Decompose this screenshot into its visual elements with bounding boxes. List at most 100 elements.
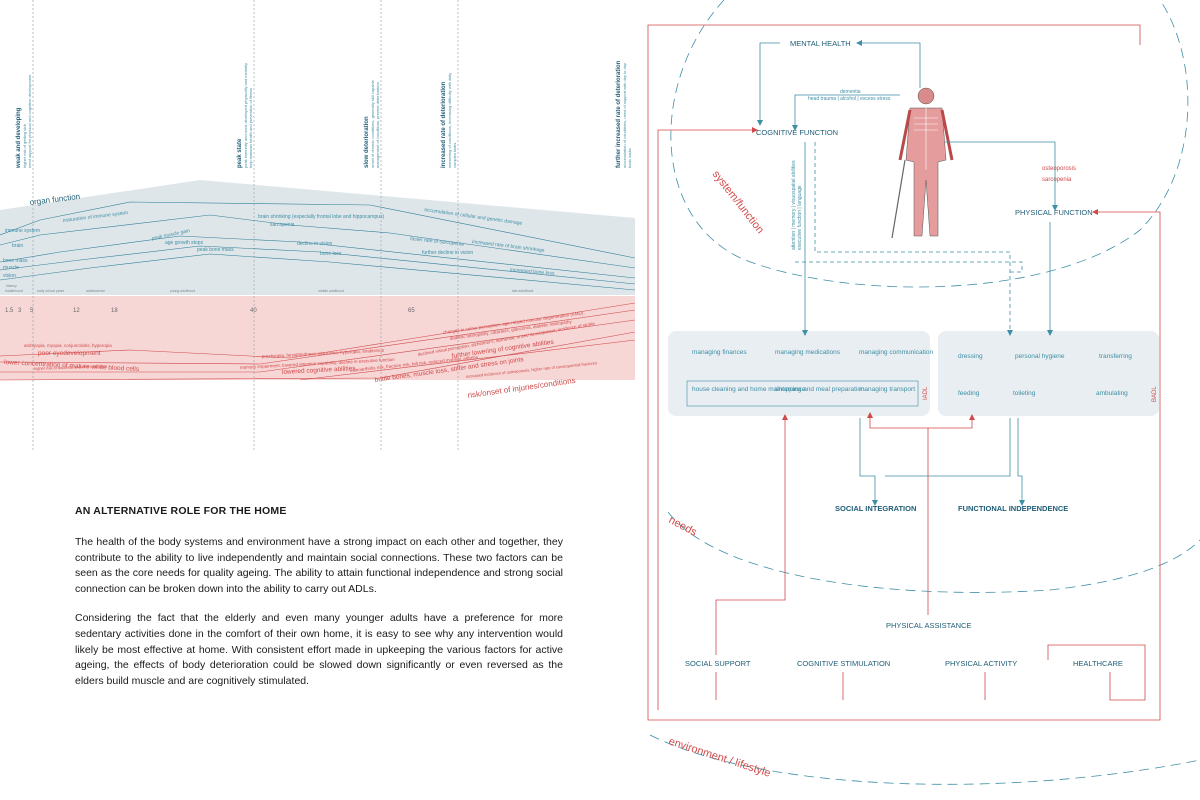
stage-further: further increased rate of deterioration … [616, 60, 632, 168]
svg-text:increased rate of deterioratio: increased rate of deterioration [441, 81, 447, 168]
svg-text:adolescence: adolescence [86, 289, 105, 293]
svg-text:middle adulthood: middle adulthood [318, 289, 344, 293]
svg-text:infancy: infancy [6, 284, 17, 288]
svg-text:faster rate of sarcopenia: faster rate of sarcopenia [410, 236, 464, 248]
svg-text:lowered cognitive abilities: lowered cognitive abilities [282, 365, 357, 376]
article-paragraph-2: Considering the fact that the elderly an… [75, 612, 563, 687]
stage-band-labels: infancy toddlerhood early school years a… [5, 284, 533, 293]
svg-text:increased bone loss: increased bone loss [510, 267, 555, 277]
svg-text:12: 12 [73, 308, 80, 314]
svg-text:vision: vision [3, 273, 16, 279]
svg-text:brain shrinking (especially fr: brain shrinking (especially frontal lobe… [258, 214, 385, 220]
svg-text:young adulthood: young adulthood [170, 289, 195, 293]
svg-text:5: 5 [30, 308, 34, 314]
svg-text:higher risk of getting sick: higher risk of getting sick [22, 124, 27, 168]
stage-increased: increased rate of deterioration worsenin… [441, 73, 457, 168]
osteoporosis-label: osteoporosis [1042, 166, 1076, 172]
social-integration-node: SOCIAL INTEGRATION [835, 504, 916, 513]
badl-label: BADL [1152, 386, 1158, 402]
arcs [649, 0, 1200, 785]
needs-label: needs [667, 514, 700, 539]
svg-text:peak state: peak state [237, 138, 243, 168]
human-body-figure [891, 87, 954, 239]
svg-text:toileting: toileting [1013, 390, 1036, 397]
organ-curves [0, 201, 636, 291]
red-connectors [647, 24, 1161, 721]
article-paragraph-1: The health of the body systems and envir… [75, 536, 563, 595]
svg-text:presbyopia, farsightedness, gl: presbyopia, farsightedness, glaucoma, hy… [262, 348, 385, 359]
iadl-item-3: managing communication [859, 349, 933, 356]
svg-text:peak immunity and most develop: peak immunity and most developed physica… [243, 63, 248, 168]
svg-text:peak bone mass: peak bone mass [197, 247, 234, 253]
iadl-item-1: managing finances [692, 349, 747, 356]
physical-assistance-node: PHYSICAL ASSISTANCE [886, 621, 971, 630]
svg-text:ambulating: ambulating [1096, 390, 1128, 397]
svg-text:3: 3 [18, 308, 22, 314]
arrowheads [752, 40, 1098, 506]
svg-text:worsening of conditions, incre: worsening of conditions, increasing diff… [447, 73, 452, 168]
svg-text:sarcopenia: sarcopenia [270, 222, 295, 228]
mental-health-node: MENTAL HEALTH [790, 39, 851, 48]
social-support-node: SOCIAL SUPPORT [685, 659, 751, 668]
svg-text:slow deterioration: slow deterioration [364, 116, 370, 168]
cognitive-stimulation-node: COGNITIVE STIMULATION [797, 659, 890, 668]
iadl-item-6: managing transport [859, 386, 915, 393]
healthcare-node: HEALTHCARE [1073, 659, 1123, 668]
blue-connectors [759, 42, 1056, 500]
functional-independence-node: FUNCTIONAL INDEPENDENCE [958, 504, 1068, 513]
svg-text:feeding: feeding [958, 390, 980, 397]
organ-function-band [0, 180, 635, 295]
svg-text:further increased rate of dete: further increased rate of deterioration [616, 60, 622, 168]
stage-dividers [32, 0, 459, 450]
risk-curves [0, 302, 636, 381]
iadl-box [668, 331, 930, 416]
svg-text:need support for physical and: need support for physical and cognitive … [27, 74, 32, 168]
svg-text:transferring: transferring [1099, 353, 1132, 360]
svg-text:early school years: early school years [37, 289, 65, 293]
iadl-item-4: house cleaning and home maintenance [692, 386, 806, 393]
ageing-timeline: weak and developing higher risk of getti… [0, 0, 636, 450]
svg-text:management of conditions, prev: management of conditions, prevent deteri… [375, 82, 380, 168]
svg-text:further decline in vision: further decline in vision [422, 250, 473, 256]
needs-diagram: system/function needs environment / life… [647, 0, 1200, 785]
svg-text:toddlerhood: toddlerhood [5, 289, 23, 293]
svg-text:decline in vision: decline in vision [297, 241, 333, 247]
physical-function-node: PHYSICAL FUNCTION [1015, 208, 1093, 217]
dementia-label: dementia [840, 89, 861, 95]
svg-text:muscle: muscle [3, 265, 19, 271]
svg-text:brain: brain [12, 243, 23, 249]
svg-text:help maintain health and preve: help maintain health and prevention of i… [248, 88, 253, 168]
svg-text:dressing: dressing [958, 353, 983, 360]
stage-slow: slow deterioration onset of chronic cond… [364, 79, 380, 168]
iadl-items: managing finances managing medications m… [692, 349, 933, 393]
svg-text:poor eyedevelopment: poor eyedevelopment [38, 350, 101, 357]
svg-text:40: 40 [250, 308, 257, 314]
svg-text:complex tasks: complex tasks [452, 143, 457, 168]
cognitive-subskills-1: attention | memory | visuospatial abilit… [791, 160, 797, 250]
cognitive-subskills-2: executive function | language [797, 185, 803, 250]
svg-text:age growth stops: age growth stops [165, 240, 204, 246]
svg-text:onset of chronic conditions, g: onset of chronic conditions, generally s… [370, 79, 375, 168]
svg-text:higher risk of bacterial and v: higher risk of bacterial and viral infec… [34, 363, 108, 371]
svg-text:accumulation of conditions, ne: accumulation of conditions, need of supp… [622, 63, 627, 168]
environment-label: environment / lifestyle [667, 735, 772, 779]
physical-activity-node: PHYSICAL ACTIVITY [945, 659, 1017, 668]
article-heading: AN ALTERNATIVE ROLE FOR THE HOME [75, 505, 287, 517]
svg-text:late adulthood: late adulthood [512, 289, 533, 293]
iadl-subgroup [686, 380, 919, 407]
svg-text:bone mass: bone mass [3, 258, 28, 264]
iadl-item-5: shopping and meal preparation [775, 386, 865, 393]
environment-nodes: SOCIAL SUPPORT COGNITIVE STIMULATION PHY… [685, 659, 1123, 668]
iadl-label: IADL [923, 386, 929, 400]
system-function-label: system/function [710, 168, 767, 236]
stage-weak: weak and developing higher risk of getti… [16, 74, 32, 169]
badl-box [938, 331, 1159, 416]
risk-band [0, 296, 635, 380]
age-ticks: 1.5 3 5 12 18 40 65 [5, 308, 415, 314]
sarcopenia-label: sarcopenia [1042, 177, 1072, 183]
svg-text:1.5: 1.5 [5, 308, 14, 314]
svg-text:bone loss: bone loss [320, 251, 342, 257]
svg-text:weak and developing: weak and developing [16, 107, 22, 169]
stage-peak: peak state peak immunity and most develo… [237, 63, 253, 168]
svg-text:65: 65 [408, 308, 415, 314]
